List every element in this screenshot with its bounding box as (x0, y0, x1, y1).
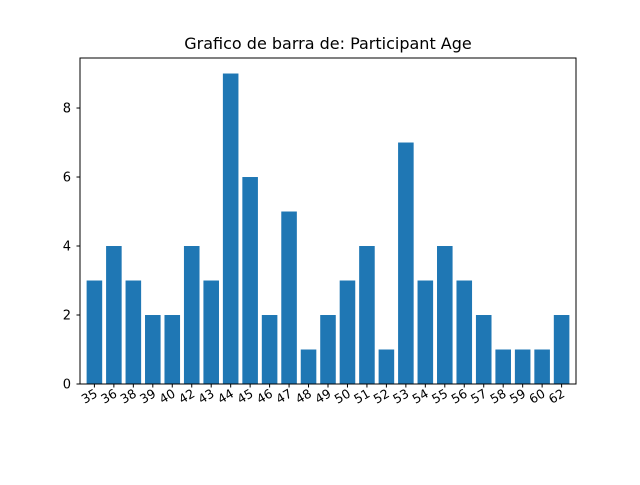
bars-group (86, 73, 570, 385)
x-tick-label-57: 57 (468, 386, 489, 407)
bar-54 (417, 280, 434, 384)
x-tick-label-44: 44 (215, 386, 236, 407)
bar-35 (86, 280, 103, 384)
bar-62 (553, 315, 570, 384)
x-tick-label-42: 42 (176, 386, 197, 407)
x-tick-label-53: 53 (390, 386, 411, 407)
x-tick-label-55: 55 (429, 386, 450, 407)
chart-title: Grafico de barra de: Participant Age (184, 34, 472, 53)
bar-43 (203, 280, 219, 384)
bar-50 (339, 280, 356, 384)
x-tick-label-40: 40 (156, 386, 177, 407)
bar-39 (145, 315, 161, 384)
bar-60 (534, 349, 550, 384)
y-tick-label: 8 (63, 102, 71, 117)
bar-49 (320, 315, 336, 384)
x-tick-label-47: 47 (273, 386, 294, 407)
bar-40 (164, 315, 181, 384)
x-tick-label-36: 36 (98, 386, 119, 407)
bar-47 (281, 211, 297, 384)
y-tick-label: 6 (63, 171, 71, 186)
x-tick-label-54: 54 (410, 386, 431, 407)
x-tick-label-45: 45 (234, 386, 255, 407)
plot-frame (79, 57, 577, 385)
bar-51 (359, 246, 375, 384)
x-tick-label-50: 50 (332, 386, 353, 407)
bar-42 (183, 246, 200, 384)
bar-44 (222, 73, 239, 385)
bar-55 (437, 246, 453, 384)
x-tick-label-48: 48 (293, 386, 314, 407)
x-tick-label-46: 46 (254, 386, 275, 407)
x-tick-label-49: 49 (312, 386, 333, 407)
bar-52 (378, 349, 395, 384)
bar-46 (261, 315, 278, 384)
y-axis: 0 2 4 6 8 (63, 102, 80, 393)
bar-57 (475, 315, 492, 384)
bar-48 (300, 349, 317, 384)
x-axis: 3536383940424344454647484950515253545556… (79, 384, 567, 407)
x-tick-label-52: 52 (371, 386, 392, 407)
x-tick-label-39: 39 (137, 386, 158, 407)
x-tick-label-38: 38 (118, 386, 139, 407)
x-tick-label-56: 56 (448, 386, 469, 407)
x-tick-label-59: 59 (507, 386, 528, 407)
bar-45 (242, 177, 258, 384)
x-tick-label-43: 43 (195, 386, 216, 407)
bar-59 (514, 349, 531, 384)
bar-56 (456, 280, 473, 384)
x-tick-label-60: 60 (526, 386, 547, 407)
y-tick-label: 4 (63, 240, 71, 255)
x-tick-label-35: 35 (79, 386, 100, 407)
bar-53 (398, 142, 414, 384)
x-tick-label-58: 58 (487, 386, 508, 407)
bar-36 (106, 246, 122, 384)
bar-38 (125, 280, 142, 384)
bar-58 (495, 349, 511, 384)
y-tick-label: 0 (63, 378, 71, 393)
y-tick-label: 2 (63, 309, 71, 324)
x-tick-label-62: 62 (546, 386, 567, 407)
x-tick-label-51: 51 (351, 386, 372, 407)
